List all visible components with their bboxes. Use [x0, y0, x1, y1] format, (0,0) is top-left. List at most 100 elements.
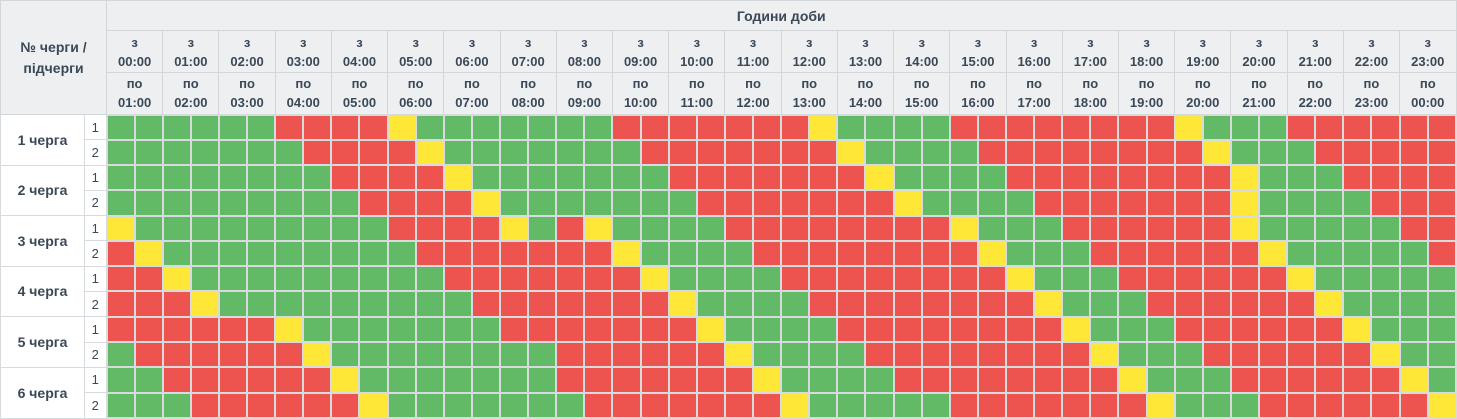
slot-power-off	[217, 366, 249, 394]
slot-power-off	[302, 391, 333, 419]
slot-power-off	[667, 138, 698, 167]
slot-power-off	[1370, 164, 1401, 192]
slot-power-off	[1033, 138, 1064, 167]
slot-power-off	[1117, 164, 1148, 192]
slot-power-on	[386, 265, 417, 293]
slot-power-on	[133, 366, 164, 394]
slot-power-on	[161, 164, 192, 192]
slot-power-off	[555, 265, 586, 293]
slot-power-on	[555, 113, 586, 141]
slot-power-on	[330, 290, 361, 318]
slot-power-on	[1342, 189, 1373, 217]
slot-power-off	[1004, 138, 1036, 167]
slot-power-off	[274, 391, 305, 419]
slot-power-off	[1314, 138, 1345, 167]
subqueue-label: 1	[84, 164, 107, 191]
slot-power-off	[499, 265, 530, 293]
hour-to-header: по 23:00	[1342, 72, 1401, 115]
slot-power-off	[583, 315, 614, 344]
slot-power-on	[386, 290, 417, 318]
slot-power-on	[555, 391, 586, 419]
slot-power-off	[302, 366, 333, 394]
slot-power-off	[723, 113, 755, 141]
slot-power-on	[752, 341, 783, 369]
slot-power-on	[780, 290, 811, 318]
slot-power-off	[639, 391, 670, 419]
slot-power-on	[583, 189, 614, 217]
slot-power-off	[358, 164, 389, 192]
hour-to-header: по 14:00	[836, 72, 895, 115]
hour-to-header: по 07:00	[443, 72, 501, 115]
slot-possible-outage	[1370, 341, 1401, 369]
slot-power-on	[1398, 290, 1429, 318]
schedule-row: 5 черга 1	[0, 315, 1457, 368]
hour-from-header: з 21:00	[1286, 30, 1344, 73]
slot-power-on	[836, 341, 867, 369]
slot-power-off	[1286, 113, 1317, 141]
slot-power-on	[527, 366, 558, 394]
slot-power-on	[1398, 341, 1429, 369]
slot-power-on	[1314, 189, 1345, 217]
slot-power-off	[1314, 366, 1345, 394]
slot-power-off	[1173, 290, 1204, 318]
slot-power-off	[695, 138, 726, 167]
slot-power-off	[1201, 164, 1232, 192]
slot-power-on	[583, 164, 614, 192]
slot-power-off	[920, 315, 951, 344]
subqueue-label: 1	[84, 316, 107, 343]
slot-power-on	[780, 341, 811, 369]
slot-power-off	[386, 189, 417, 217]
slot-power-off	[1398, 164, 1429, 192]
slot-power-off	[358, 189, 389, 217]
slot-power-on	[1061, 265, 1092, 293]
slot-power-on	[274, 189, 305, 217]
slot-power-off	[1173, 138, 1204, 167]
slot-power-on	[1173, 391, 1204, 419]
slot-power-off	[836, 315, 867, 344]
slot-possible-outage	[1398, 366, 1429, 394]
slot-power-on	[723, 315, 755, 344]
hour-to-header: по 13:00	[780, 72, 838, 115]
slot-power-off	[1089, 366, 1120, 394]
slot-power-off	[1370, 138, 1401, 167]
slot-possible-outage	[189, 290, 220, 318]
slot-power-off	[808, 239, 839, 268]
slot-power-on	[1201, 391, 1232, 419]
slot-power-on	[189, 113, 220, 141]
slot-power-on	[527, 138, 558, 167]
slot-power-off	[948, 239, 979, 268]
slot-power-on	[808, 341, 839, 369]
hour-from-header: з 00:00	[105, 30, 164, 73]
queue-label: 1 черга	[0, 114, 85, 166]
slot-power-off	[1342, 138, 1373, 167]
slot-power-off	[246, 315, 277, 344]
schedule-row: 2 черга 1	[0, 164, 1457, 217]
slot-power-off	[1004, 315, 1036, 344]
slot-power-on	[358, 239, 389, 268]
slot-power-on	[1314, 214, 1345, 242]
slot-power-off	[1061, 391, 1092, 419]
slot-power-on	[274, 290, 305, 318]
slot-power-off	[1089, 113, 1120, 141]
slot-power-off	[808, 214, 839, 242]
slot-power-off	[752, 214, 783, 242]
slot-power-on	[358, 315, 389, 344]
slot-possible-outage	[1229, 164, 1260, 192]
slot-power-off	[920, 290, 951, 318]
slot-power-off	[470, 290, 502, 318]
slot-power-on	[499, 113, 530, 141]
slot-power-off	[1257, 265, 1289, 293]
slot-power-off	[1201, 189, 1232, 217]
slot-power-off	[442, 239, 473, 268]
slot-power-off	[639, 315, 670, 344]
slot-power-on	[695, 239, 726, 268]
slot-power-on	[1173, 366, 1204, 394]
slot-power-off	[723, 366, 755, 394]
slot-power-on	[527, 214, 558, 242]
slot-power-on	[920, 164, 951, 192]
slot-power-off	[217, 341, 249, 369]
hour-to-header: по 03:00	[218, 72, 276, 115]
slot-power-on	[1033, 239, 1064, 268]
slot-power-off	[864, 214, 895, 242]
slot-power-off	[105, 290, 136, 318]
